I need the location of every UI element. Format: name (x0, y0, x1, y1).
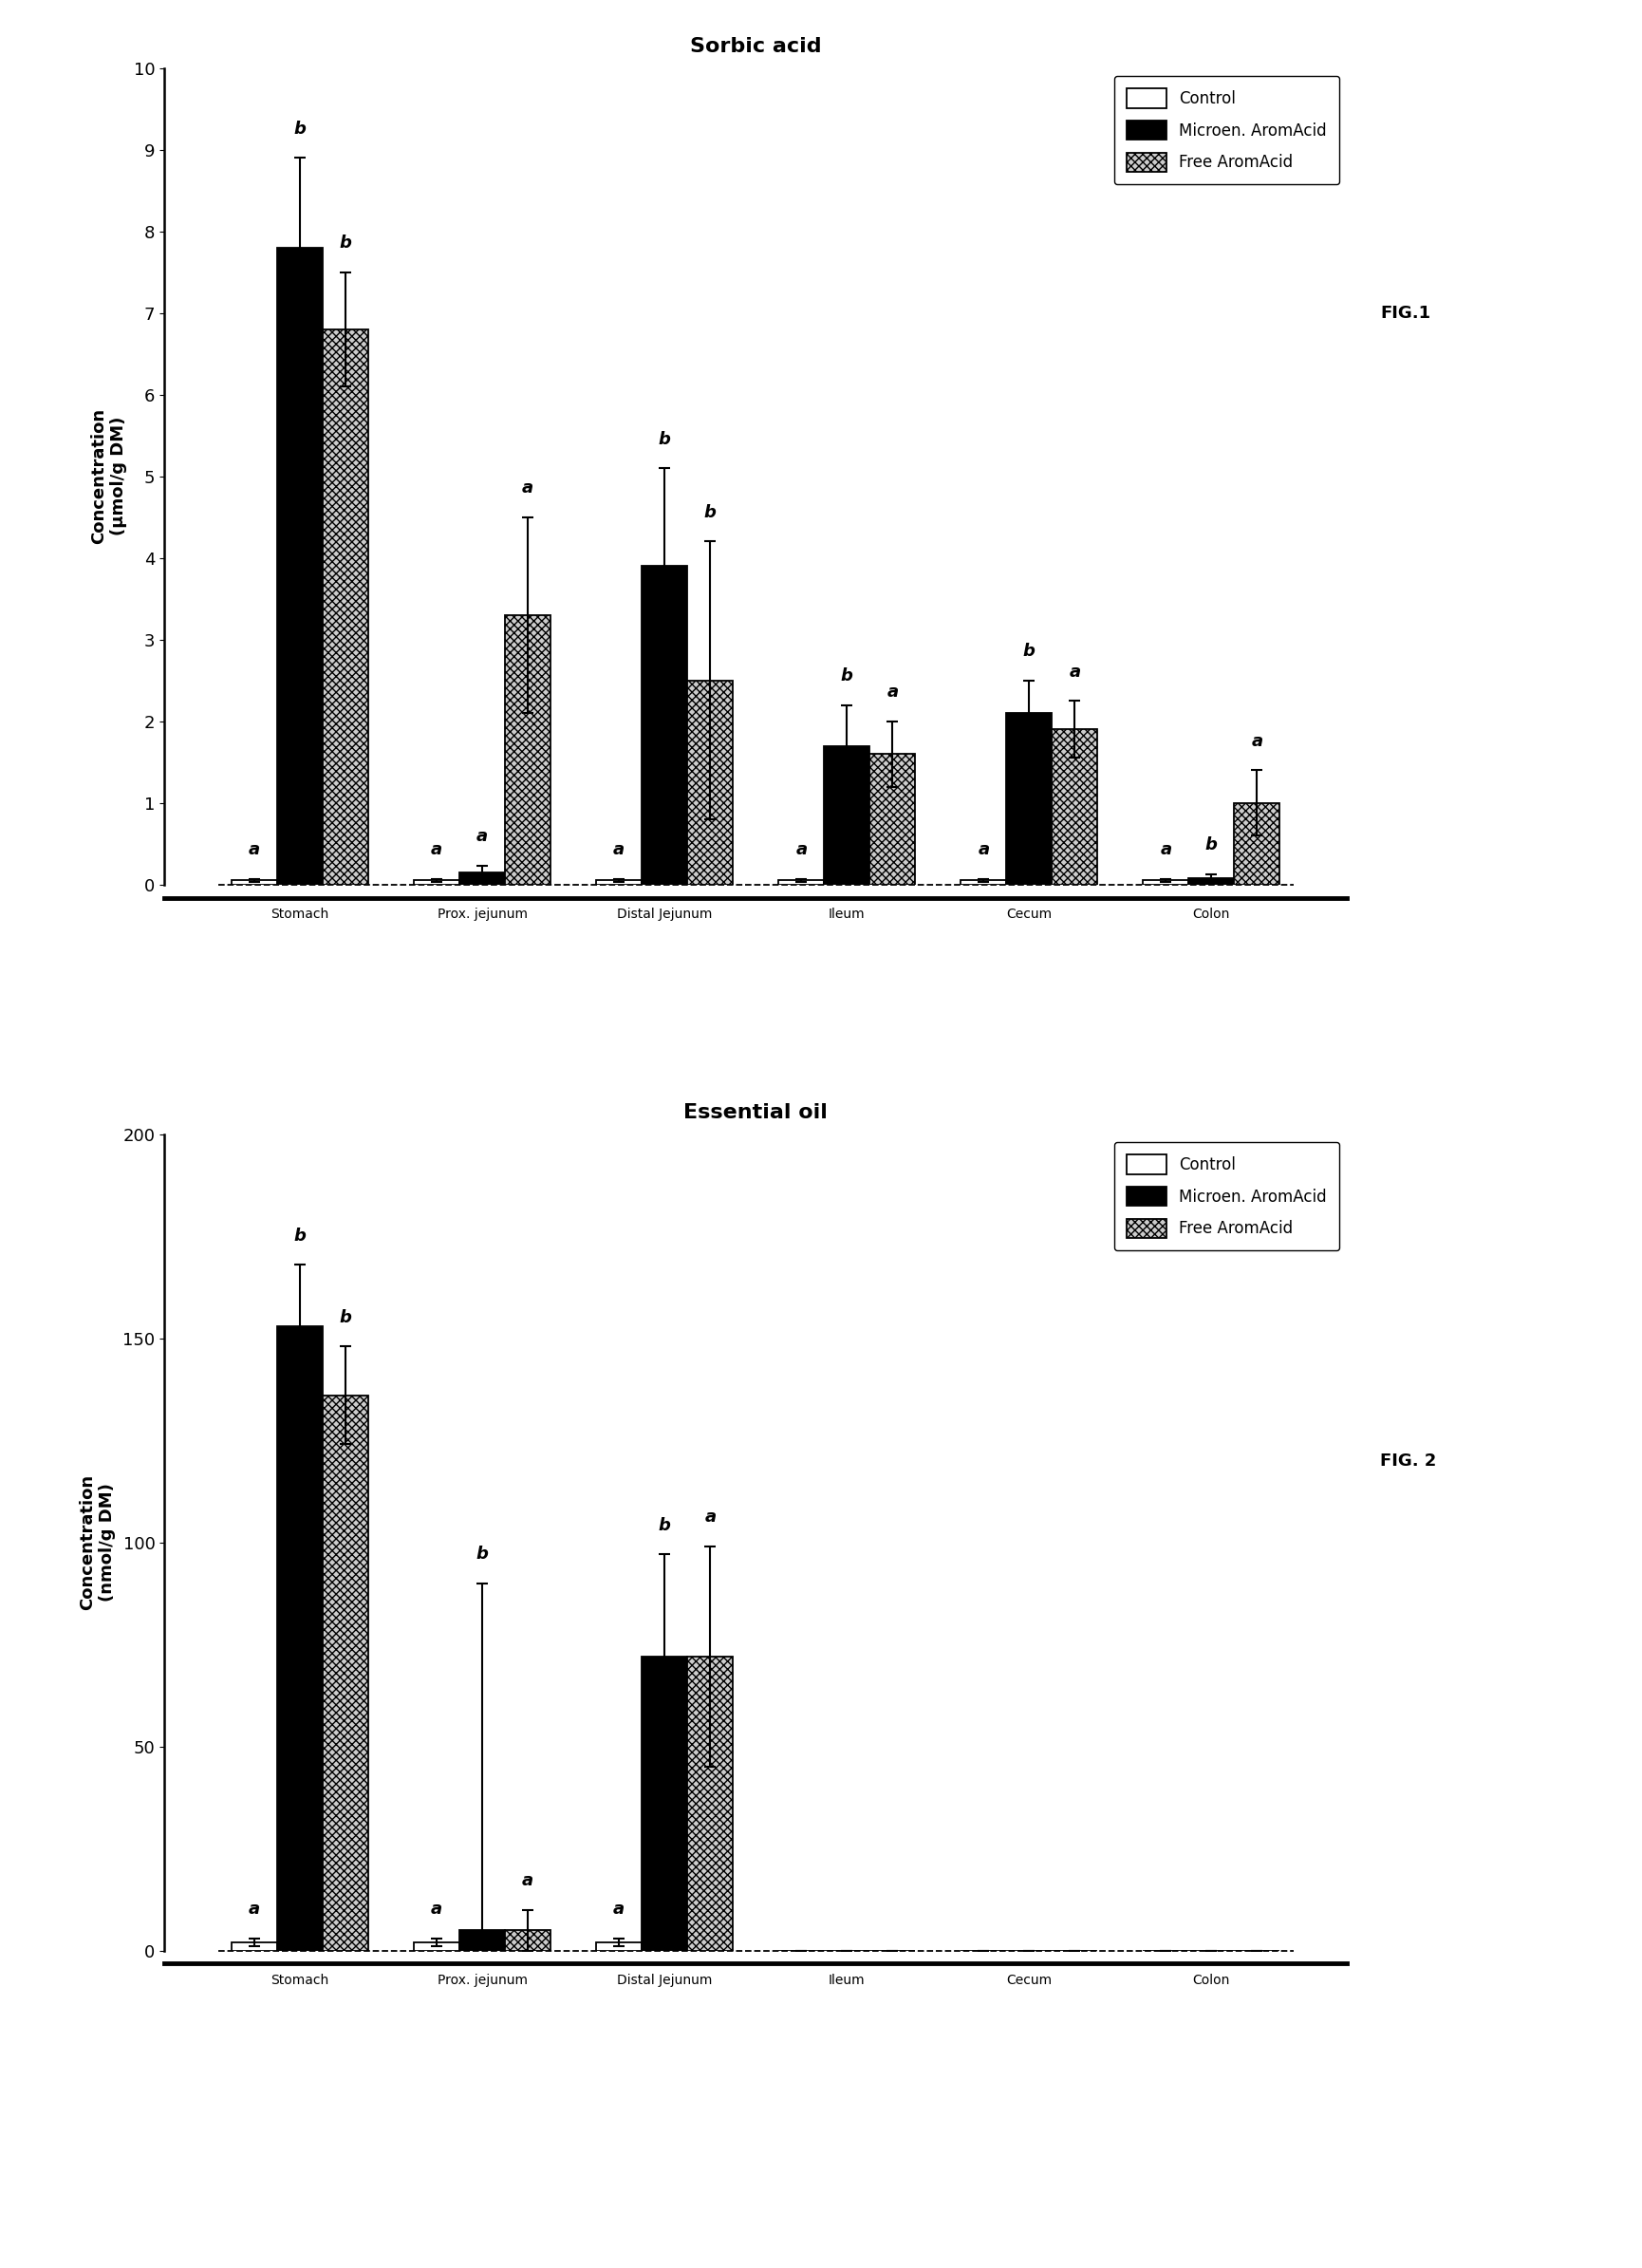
Text: a: a (612, 841, 624, 857)
Bar (232, 880, 277, 885)
Text: a: a (704, 1508, 716, 1526)
Text: b: b (658, 431, 670, 447)
Bar (460, 1930, 504, 1950)
Text: a: a (248, 1901, 259, 1919)
Text: FIG. 2: FIG. 2 (1379, 1452, 1435, 1470)
Bar (1143, 880, 1187, 885)
Bar (232, 1941, 277, 1950)
Text: a: a (977, 841, 988, 857)
Text: a: a (795, 841, 806, 857)
Bar (686, 680, 732, 885)
Text: a: a (612, 1901, 624, 1919)
Bar (460, 873, 504, 885)
Bar (869, 753, 915, 885)
Text: b: b (841, 667, 852, 685)
Bar (1187, 878, 1233, 885)
Text: a: a (1069, 662, 1080, 680)
Bar (414, 1941, 460, 1950)
Bar (642, 1656, 686, 1950)
Bar (504, 1930, 550, 1950)
Text: a: a (430, 841, 442, 857)
Text: b: b (340, 234, 351, 252)
Text: b: b (658, 1517, 670, 1533)
Legend: Control, Microen. AromAcid, Free AromAcid: Control, Microen. AromAcid, Free AromAci… (1113, 75, 1338, 184)
Text: a: a (887, 683, 898, 701)
Y-axis label: Concentration
(nmol/g DM): Concentration (nmol/g DM) (79, 1474, 117, 1610)
Bar (778, 880, 824, 885)
Bar (642, 567, 686, 885)
Text: FIG.1: FIG.1 (1379, 304, 1430, 322)
Text: b: b (294, 120, 305, 138)
Text: b: b (704, 503, 716, 522)
Y-axis label: Concentration
(μmol/g DM): Concentration (μmol/g DM) (90, 408, 126, 544)
Legend: Control, Microen. AromAcid, Free AromAcid: Control, Microen. AromAcid, Free AromAci… (1113, 1141, 1338, 1250)
Text: a: a (522, 479, 534, 497)
Text: b: b (1023, 642, 1034, 660)
Text: b: b (1205, 837, 1217, 853)
Bar (277, 247, 323, 885)
Text: a: a (248, 841, 259, 857)
Text: b: b (294, 1227, 305, 1245)
Bar (686, 1656, 732, 1950)
Bar (323, 329, 368, 885)
Bar (1007, 712, 1051, 885)
Bar (596, 880, 642, 885)
Bar (277, 1327, 323, 1950)
Bar (323, 1395, 368, 1950)
Bar (414, 880, 460, 885)
Title: Sorbic acid: Sorbic acid (690, 36, 821, 57)
Bar (504, 615, 550, 885)
Bar (961, 880, 1007, 885)
Bar (824, 746, 869, 885)
Text: a: a (1159, 841, 1171, 857)
Text: a: a (430, 1901, 442, 1919)
Bar (596, 1941, 642, 1950)
Text: a: a (476, 828, 488, 846)
Text: b: b (476, 1545, 488, 1563)
Bar (1051, 730, 1097, 885)
Text: b: b (340, 1309, 351, 1327)
Text: a: a (522, 1871, 534, 1889)
Bar (1233, 803, 1279, 885)
Text: a: a (1251, 733, 1263, 751)
Title: Essential oil: Essential oil (683, 1102, 828, 1123)
